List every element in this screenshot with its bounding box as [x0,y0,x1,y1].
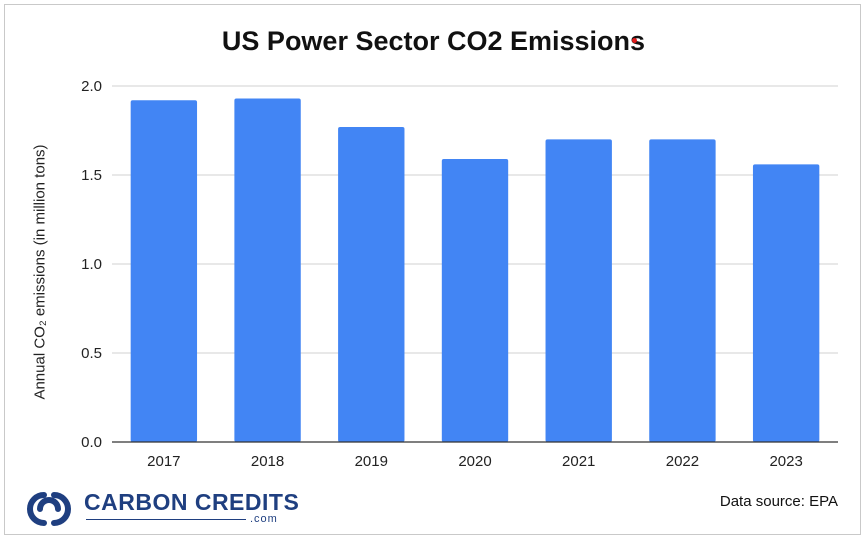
y-tick-label: 2.0 [81,78,102,95]
x-tick-label: 2019 [355,453,388,470]
y-tick-label: 1.0 [81,256,102,273]
bar [441,158,509,443]
logo-name: CARBON CREDITS [84,489,300,515]
x-tick-label: 2017 [147,453,180,470]
chart-title: US Power Sector CO2 Emissions [221,26,646,56]
bar [234,98,301,443]
y-tick-label: 0.5 [81,345,102,362]
bar [752,164,820,442]
x-tick-label: 2023 [769,453,802,470]
y-tick-label: 1.5 [81,167,102,184]
bar [338,126,405,442]
x-tick-label: 2021 [562,453,595,470]
decorative-dot [632,38,637,43]
x-tick-label: 2022 [666,453,699,470]
data-source: Data source: EPA [719,493,838,510]
x-tick-label: 2020 [458,453,491,470]
logo-domain: .com [250,513,278,525]
carbon-credits-logo-icon [27,492,71,526]
bar [545,139,612,442]
bar [130,100,198,443]
logo-rule [86,519,246,520]
carbon-credits-logo: CARBON CREDITS .com [22,487,299,531]
x-tick-label: 2018 [251,453,284,470]
bar [649,139,716,442]
y-tick-label: 0.0 [81,434,102,451]
